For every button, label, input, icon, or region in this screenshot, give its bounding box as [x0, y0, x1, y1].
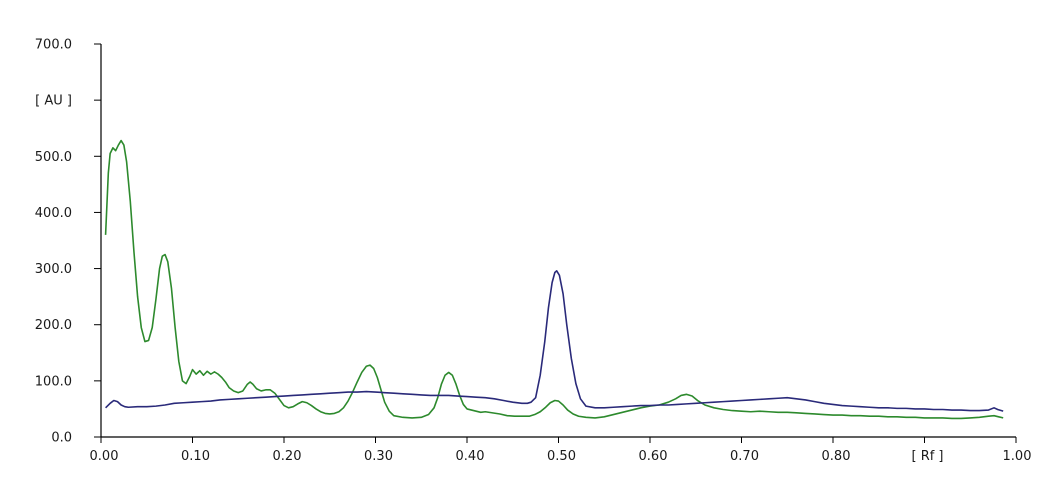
y-tick-label: 0.0	[51, 431, 72, 446]
x-tick-label: 1.00	[1003, 449, 1032, 464]
y-tick-label: [ AU ]	[35, 94, 72, 109]
x-tick-label: 0.20	[273, 449, 302, 464]
x-tick-label: 0.60	[639, 449, 668, 464]
y-tick-label: 400.0	[35, 206, 72, 221]
x-tick-label: 0.70	[730, 449, 759, 464]
y-tick-label: 300.0	[35, 262, 72, 277]
y-tick-label: 500.0	[35, 150, 72, 165]
x-tick-label: 0.00	[90, 449, 119, 464]
series-line-2	[105, 270, 1004, 412]
y-tick-label: 700.0	[35, 38, 72, 53]
y-tick-label: 100.0	[35, 374, 72, 389]
x-tick-label: 0.10	[181, 449, 210, 464]
x-axis-ticks: 0.00 0.10 0.20 0.30 0.40 0.50 0.60 0.70 0.80 [ Rf…	[90, 437, 1032, 464]
x-tick-label: 0.40	[456, 449, 485, 464]
x-tick-label: 0.50	[547, 449, 576, 464]
y-tick-label: 200.0	[35, 318, 72, 333]
y-axis-ticks: 0.0 100.0 200.0 300.0 400.0 500.0 [ AU ] 700.0	[35, 38, 101, 446]
x-tick-label: 0.30	[364, 449, 393, 464]
series-layer	[104, 139, 1004, 420]
x-tick-label: [ Rf ]	[911, 449, 943, 464]
series-line-1	[104, 139, 1004, 420]
x-tick-label: 0.80	[822, 449, 851, 464]
